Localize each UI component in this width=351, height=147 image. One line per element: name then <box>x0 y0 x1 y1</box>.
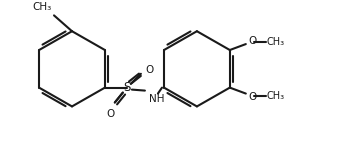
Text: S: S <box>123 81 131 94</box>
Text: NH: NH <box>149 93 164 104</box>
Text: CH₃: CH₃ <box>33 2 52 12</box>
Text: CH₃: CH₃ <box>267 91 285 101</box>
Text: O: O <box>145 65 153 75</box>
Text: O: O <box>107 109 115 119</box>
Text: O: O <box>249 36 257 46</box>
Text: O: O <box>249 92 257 102</box>
Text: CH₃: CH₃ <box>267 37 285 47</box>
